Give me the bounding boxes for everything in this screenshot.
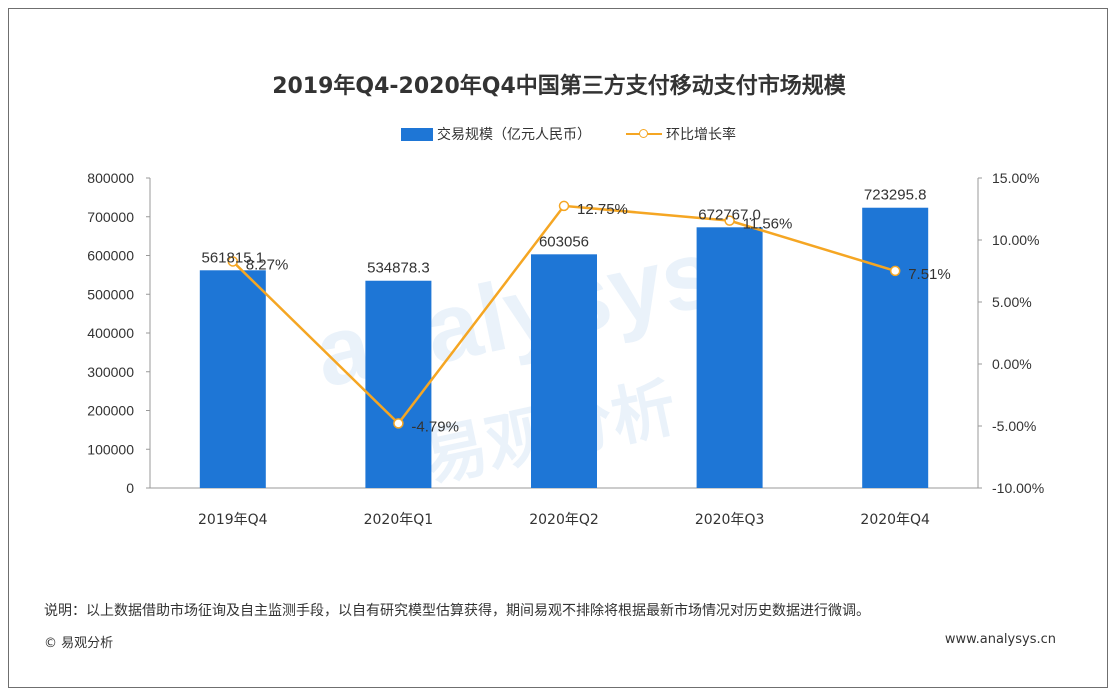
growth-value-label: -4.79% bbox=[411, 418, 459, 435]
x-tick-label: 2020年Q4 bbox=[860, 512, 930, 528]
bar bbox=[531, 254, 597, 488]
left-tick-label: 300000 bbox=[87, 364, 134, 380]
legend-item-line: 环比增长率 bbox=[626, 124, 736, 144]
left-tick-label: 800000 bbox=[87, 170, 134, 186]
growth-point bbox=[393, 418, 404, 429]
chart-frame bbox=[8, 8, 1108, 688]
growth-point bbox=[724, 215, 735, 226]
left-tick-label: 0 bbox=[126, 480, 134, 496]
left-tick-label: 500000 bbox=[87, 286, 134, 302]
footnote: 说明：以上数据借助市场征询及自主监测手段，以自有研究模型估算获得，期间易观不排除… bbox=[44, 603, 870, 619]
growth-point bbox=[227, 256, 239, 267]
growth-value-label: 7.51% bbox=[908, 266, 951, 283]
bar-value-label: 723295.8 bbox=[864, 187, 927, 204]
legend-bar-label: 交易规模（亿元人民币） bbox=[437, 127, 591, 143]
legend-line-marker bbox=[626, 127, 662, 141]
bar bbox=[199, 270, 266, 488]
x-tick-label: 2020年Q3 bbox=[695, 512, 765, 528]
growth-point bbox=[558, 200, 570, 212]
left-tick-label: 100000 bbox=[87, 441, 134, 457]
left-tick-label: 400000 bbox=[87, 325, 134, 341]
legend-item-bar: 交易规模（亿元人民币） bbox=[401, 124, 591, 144]
right-tick-label: 0.00% bbox=[992, 356, 1032, 372]
bar-value-label: 534878.3 bbox=[367, 260, 430, 277]
x-tick-label: 2019年Q4 bbox=[198, 512, 268, 528]
x-tick-label: 2020年Q1 bbox=[364, 512, 434, 528]
copyright: © 易观分析 bbox=[44, 636, 114, 651]
left-tick-label: 200000 bbox=[87, 403, 134, 419]
x-tick-label: 2020年Q2 bbox=[529, 512, 599, 528]
right-tick-label: 15.00% bbox=[992, 170, 1039, 186]
bar bbox=[365, 280, 432, 488]
right-tick-label: -5.00% bbox=[992, 418, 1036, 434]
growth-value-label: 11.56% bbox=[743, 216, 793, 233]
growth-point bbox=[889, 265, 901, 277]
bar-value-label: 672767.0 bbox=[698, 206, 761, 223]
bar bbox=[696, 227, 763, 488]
left-tick-label: 700000 bbox=[87, 209, 134, 225]
bar-value-label: 561815.1 bbox=[202, 249, 265, 266]
right-tick-label: 5.00% bbox=[992, 294, 1032, 310]
right-tick-label: 10.00% bbox=[992, 232, 1039, 248]
legend-line-label: 环比增长率 bbox=[666, 127, 736, 143]
legend: 交易规模（亿元人民币） 环比增长率 bbox=[0, 124, 1118, 146]
right-tick-label: -10.00% bbox=[992, 480, 1044, 496]
growth-value-label: 8.27% bbox=[246, 256, 289, 273]
chart-title: 2019年Q4-2020年Q4中国第三方支付移动支付市场规模 bbox=[272, 74, 846, 99]
bar-value-label: 603056 bbox=[539, 233, 589, 250]
legend-bar-swatch bbox=[401, 127, 433, 141]
left-tick-label: 600000 bbox=[87, 248, 134, 264]
growth-value-label: 12.75% bbox=[577, 201, 628, 218]
bar bbox=[862, 207, 929, 488]
website-link[interactable]: www.analysys.cn bbox=[944, 632, 1056, 647]
